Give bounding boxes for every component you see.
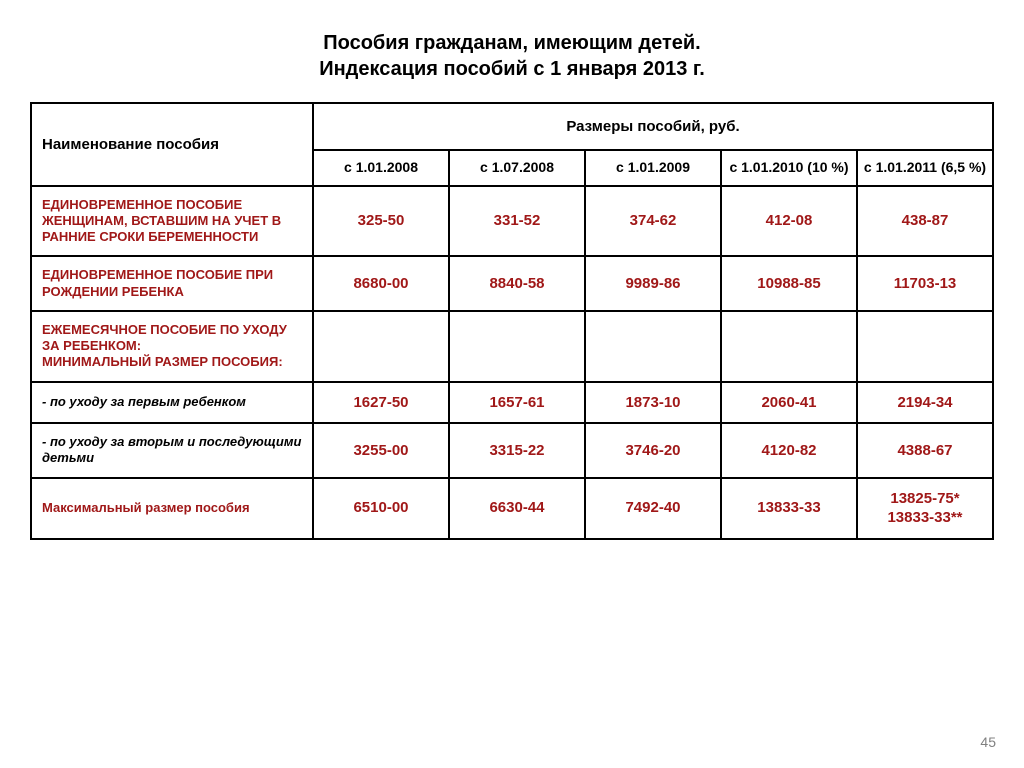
header-row-1: Наименование пособия Размеры пособий, ру…: [31, 103, 993, 150]
table-row: Максимальный размер пособия6510-006630-4…: [31, 478, 993, 539]
title-line-2: Индексация пособий с 1 января 2013 г.: [0, 56, 1024, 82]
cell-value: 8840-58: [449, 256, 585, 311]
cell-value: 1873-10: [585, 382, 721, 424]
cell-value: 331-52: [449, 186, 585, 257]
cell-value: [449, 311, 585, 382]
row-label: - по уходу за вторым и последующими деть…: [31, 423, 313, 478]
cell-value: 6630-44: [449, 478, 585, 539]
table-row: ЕДИНОВРЕМЕННОЕ ПОСОБИЕ ЖЕНЩИНАМ, ВСТАВШИ…: [31, 186, 993, 257]
cell-value: 10988-85: [721, 256, 857, 311]
cell-value: 4120-82: [721, 423, 857, 478]
header-period-1: с 1.07.2008: [449, 150, 585, 186]
cell-value: 13833-33: [721, 478, 857, 539]
cell-value: 3255-00: [313, 423, 449, 478]
table-row: ЕЖЕМЕСЯЧНОЕ ПОСОБИЕ ПО УХОДУ ЗА РЕБЕНКОМ…: [31, 311, 993, 382]
cell-value: 325-50: [313, 186, 449, 257]
cell-value: 438-87: [857, 186, 993, 257]
header-period-4: с 1.01.2011 (6,5 %): [857, 150, 993, 186]
cell-value: [857, 311, 993, 382]
header-period-0: с 1.01.2008: [313, 150, 449, 186]
cell-value: 3315-22: [449, 423, 585, 478]
cell-value: [313, 311, 449, 382]
cell-value: 9989-86: [585, 256, 721, 311]
table-wrap: Наименование пособия Размеры пособий, ру…: [0, 102, 1024, 540]
cell-value: 4388-67: [857, 423, 993, 478]
cell-value: 374-62: [585, 186, 721, 257]
cell-value: 13825-75*13833-33**: [857, 478, 993, 539]
cell-value: 1627-50: [313, 382, 449, 424]
cell-value: 2194-34: [857, 382, 993, 424]
header-period-3: с 1.01.2010 (10 %): [721, 150, 857, 186]
header-name-col: Наименование пособия: [31, 103, 313, 186]
row-label: ЕДИНОВРЕМЕННОЕ ПОСОБИЕ ЖЕНЩИНАМ, ВСТАВШИ…: [31, 186, 313, 257]
table-body: ЕДИНОВРЕМЕННОЕ ПОСОБИЕ ЖЕНЩИНАМ, ВСТАВШИ…: [31, 186, 993, 539]
row-label: - по уходу за первым ребенком: [31, 382, 313, 424]
title-line-1: Пособия гражданам, имеющим детей.: [0, 30, 1024, 56]
row-label: Максимальный размер пособия: [31, 478, 313, 539]
page-number: 45: [980, 734, 996, 750]
row-label: ЕДИНОВРЕМЕННОЕ ПОСОБИЕ ПРИ РОЖДЕНИИ РЕБЕ…: [31, 256, 313, 311]
table-row: - по уходу за вторым и последующими деть…: [31, 423, 993, 478]
header-period-2: с 1.01.2009: [585, 150, 721, 186]
title-block: Пособия гражданам, имеющим детей. Индекс…: [0, 0, 1024, 102]
cell-value: 1657-61: [449, 382, 585, 424]
cell-value: 7492-40: [585, 478, 721, 539]
cell-value: [721, 311, 857, 382]
cell-value: 3746-20: [585, 423, 721, 478]
cell-value: 6510-00: [313, 478, 449, 539]
cell-value: 2060-41: [721, 382, 857, 424]
table-row: ЕДИНОВРЕМЕННОЕ ПОСОБИЕ ПРИ РОЖДЕНИИ РЕБЕ…: [31, 256, 993, 311]
header-amounts-group: Размеры пособий, руб.: [313, 103, 993, 150]
cell-value: 8680-00: [313, 256, 449, 311]
benefits-table: Наименование пособия Размеры пособий, ру…: [30, 102, 994, 540]
row-label: ЕЖЕМЕСЯЧНОЕ ПОСОБИЕ ПО УХОДУ ЗА РЕБЕНКОМ…: [31, 311, 313, 382]
cell-value: [585, 311, 721, 382]
table-row: - по уходу за первым ребенком1627-501657…: [31, 382, 993, 424]
cell-value: 11703-13: [857, 256, 993, 311]
cell-value: 412-08: [721, 186, 857, 257]
